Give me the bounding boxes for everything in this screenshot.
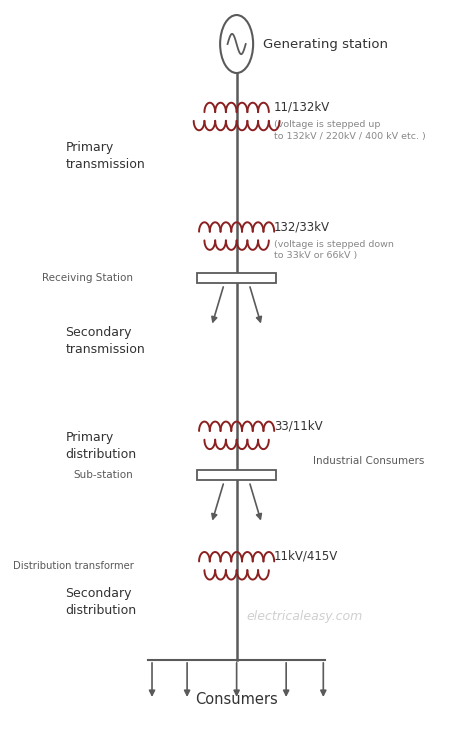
Text: Sub-station: Sub-station: [73, 470, 134, 480]
Text: (voltage is stepped down
to 33kV or 66kV ): (voltage is stepped down to 33kV or 66kV…: [274, 240, 393, 260]
Text: Distribution transformer: Distribution transformer: [13, 561, 134, 571]
Text: 132/33kV: 132/33kV: [274, 220, 330, 233]
Text: Primary
distribution: Primary distribution: [65, 431, 137, 461]
Text: 11kV/415V: 11kV/415V: [274, 550, 338, 563]
Text: 33/11kV: 33/11kV: [274, 419, 322, 432]
Text: Consumers: Consumers: [195, 693, 278, 707]
Bar: [197, 273, 276, 283]
Text: Generating station: Generating station: [264, 37, 389, 51]
Text: Secondary
distribution: Secondary distribution: [65, 587, 137, 617]
Text: Secondary
transmission: Secondary transmission: [65, 326, 145, 356]
Text: Receiving Station: Receiving Station: [43, 273, 134, 283]
Text: electricaleasy.com: electricaleasy.com: [246, 610, 363, 623]
Text: Industrial Consumers: Industrial Consumers: [313, 456, 424, 465]
Bar: [197, 471, 276, 480]
Text: 11/132kV: 11/132kV: [274, 100, 330, 114]
Text: (voltage is stepped up
to 132kV / 220kV / 400 kV etc. ): (voltage is stepped up to 132kV / 220kV …: [274, 120, 426, 141]
Text: Primary
transmission: Primary transmission: [65, 141, 145, 172]
